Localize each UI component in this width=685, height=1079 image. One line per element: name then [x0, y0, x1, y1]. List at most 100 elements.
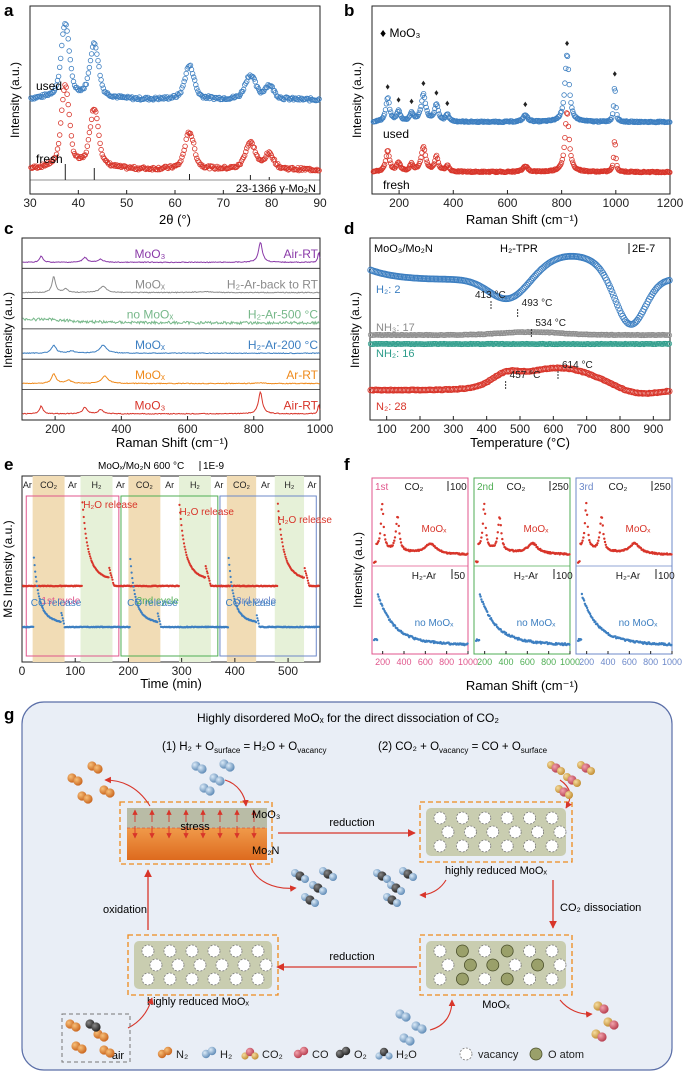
xrd-point-used [65, 36, 71, 42]
h2o-point [277, 510, 280, 513]
raman-point-used [562, 80, 568, 86]
raman-point-used [559, 105, 565, 111]
raman-point-fresh [435, 159, 442, 166]
vacancy [237, 958, 251, 972]
xrd-point-fresh [63, 84, 69, 90]
box-highly-reduced-bottom [127, 934, 279, 996]
vacancy [455, 811, 469, 825]
moo3-marker: ♦ [421, 78, 426, 88]
xrd-point-fresh [97, 140, 103, 147]
co-point [32, 556, 36, 559]
x-tick-label: 50 [120, 196, 134, 210]
panel-a-series-used [28, 21, 322, 104]
raman-point-co2 [495, 537, 499, 540]
h2o-point [185, 553, 188, 557]
raman-point-used [564, 53, 571, 59]
phase-label: no MoOₓ [415, 618, 455, 629]
xrd-point-fresh [49, 158, 55, 165]
cycle-label: 1st cycle [41, 596, 80, 607]
x-tick-label: 500 [278, 664, 298, 678]
h2o-point [204, 565, 207, 568]
h2o-point [281, 541, 284, 544]
co-point [317, 625, 320, 628]
xrd-point-fresh [316, 167, 322, 174]
xrd-point-fresh [180, 151, 186, 157]
raman-point-used [613, 104, 619, 111]
xrd-point-used [67, 57, 73, 63]
peak-label: 457 °C [510, 370, 541, 381]
xrd-point-used [94, 51, 100, 57]
co-point [232, 595, 235, 598]
x-tick-label: 1000 [662, 657, 682, 667]
co-point [131, 577, 134, 580]
x-tick-label: 0 [19, 664, 26, 678]
gas-band [128, 476, 161, 662]
h2-molecule [395, 1009, 411, 1022]
raman-point-h2ar [591, 616, 594, 619]
xrd-point-used [255, 86, 262, 92]
raman-point-fresh [564, 110, 570, 116]
scale-label: 100 [658, 571, 675, 582]
vacancy [207, 944, 221, 958]
raman-point-co2 [583, 522, 587, 525]
panel-c-letter: c [4, 219, 13, 238]
raman-point-fresh [559, 156, 565, 163]
h2o-point [89, 557, 92, 560]
raman-point-fresh [564, 111, 571, 117]
n2-molecule [77, 791, 93, 804]
co-point [255, 621, 258, 624]
h2o-point [276, 584, 279, 588]
moo3-marker: ♦ [612, 68, 617, 78]
moo3-marker: ♦ [409, 96, 414, 106]
raman-point-h2ar [504, 631, 508, 635]
raman-point-co2 [534, 543, 538, 547]
vacancy [523, 972, 536, 986]
h2-molecule [199, 783, 215, 796]
vacancy [478, 811, 492, 825]
x-tick-label: 60 [168, 196, 182, 210]
vacancy [523, 839, 536, 853]
co2-molecule [547, 761, 565, 775]
raman-spectrum [22, 390, 321, 415]
h2o-point [112, 581, 115, 584]
raman-point-h2ar [391, 622, 394, 625]
raman-point-co2 [479, 540, 482, 543]
raman-point-fresh [611, 139, 618, 145]
x-tick-label: 600 [418, 657, 433, 667]
raman-point-used [558, 108, 565, 115]
panel-b-letter: b [344, 1, 354, 20]
raman-point-h2ar [378, 599, 382, 602]
xrd-point-fresh [68, 133, 75, 139]
h2o-molecule [387, 881, 405, 895]
panel-b-legend: ♦ MoO₃ [380, 26, 420, 40]
raman-point-used [609, 114, 615, 121]
raman-point-fresh [428, 164, 435, 170]
atom [587, 767, 595, 775]
co-point [32, 625, 35, 629]
raman-spectrum [22, 373, 320, 385]
h2o-point [82, 515, 85, 519]
xrd-point-used [194, 85, 200, 92]
tpr-trace-label: NH₃: 17 [376, 322, 415, 334]
raman-point-co2 [602, 532, 605, 536]
cycle-label: 2nd cycle [137, 596, 180, 607]
xrd-point-fresh [99, 151, 105, 158]
raman-point-fresh [610, 154, 617, 161]
panel-a-letter: a [4, 1, 14, 20]
tpr-point-h2 [607, 285, 615, 293]
raman-point-fresh [422, 152, 429, 158]
moo3-marker: ♦ [523, 99, 528, 109]
raman-point-h2ar [488, 614, 491, 618]
legend-molecule [241, 1047, 259, 1060]
tpr-point-h2 [665, 276, 673, 284]
h2o-point [205, 567, 208, 570]
row-phase-label: MoOₓ [135, 277, 165, 291]
co-point [133, 592, 136, 596]
h2o-point [182, 538, 185, 541]
xrd-point-fresh [94, 115, 100, 122]
raman-point-used [383, 101, 390, 107]
panel-b-frame [371, 5, 671, 195]
atom [105, 1048, 115, 1058]
vacancy [185, 972, 199, 986]
x-tick-label: 1000 [307, 422, 334, 436]
